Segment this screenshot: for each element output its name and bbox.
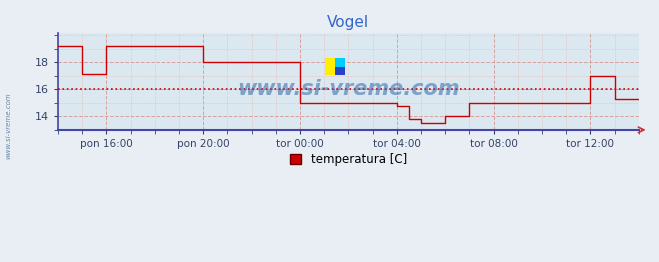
Text: www.si-vreme.com: www.si-vreme.com — [237, 79, 460, 99]
Bar — [335, 58, 345, 68]
Title: Vogel: Vogel — [328, 15, 370, 30]
Text: www.si-vreme.com: www.si-vreme.com — [5, 92, 11, 159]
Bar — [335, 68, 345, 75]
Bar — [325, 58, 335, 75]
Legend: temperatura [C]: temperatura [C] — [285, 148, 412, 171]
